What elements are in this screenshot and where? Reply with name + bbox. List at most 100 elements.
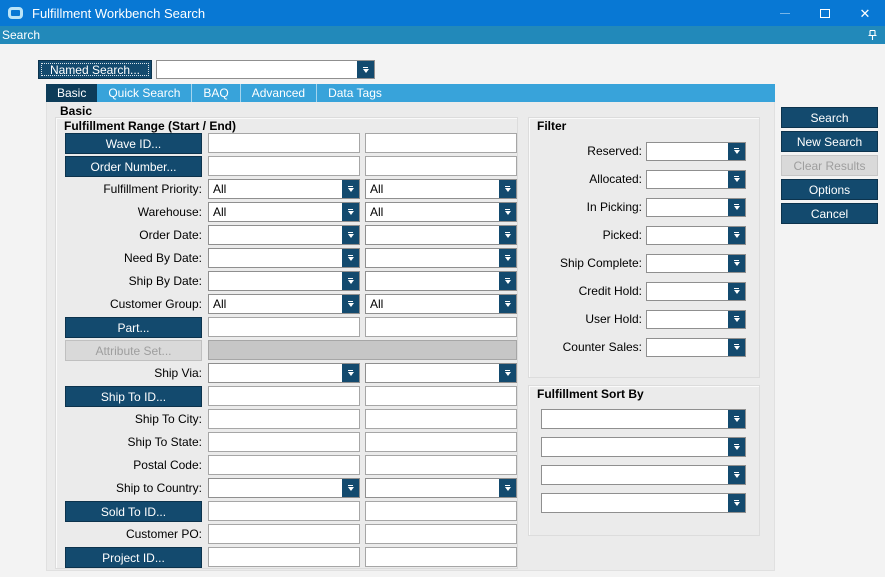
allocated-combo[interactable] [646, 169, 746, 189]
dropdown-arrow-icon[interactable] [728, 310, 745, 328]
ship-to-country-start-combo[interactable] [208, 478, 360, 498]
dropdown-arrow-icon[interactable] [728, 494, 745, 512]
dropdown-arrow-icon[interactable] [728, 466, 745, 484]
named-search-button[interactable]: Named Search... [38, 60, 152, 79]
wave-id-end-input[interactable] [365, 133, 517, 153]
part-end-input[interactable] [365, 317, 517, 337]
attribute-set-button[interactable]: Attribute Set... [65, 340, 202, 361]
dropdown-arrow-icon[interactable] [728, 254, 745, 272]
order-number-start-input[interactable] [208, 156, 360, 176]
project-id-button[interactable]: Project ID... [65, 547, 202, 568]
order-date-start-combo[interactable] [208, 225, 360, 245]
ship-to-country-end-combo[interactable] [365, 478, 517, 498]
search-button[interactable]: Search [781, 107, 878, 128]
reserved-combo[interactable] [646, 141, 746, 161]
in-picking-combo[interactable] [646, 197, 746, 217]
fulfillment-priority-end-combo[interactable]: All [365, 179, 517, 199]
dropdown-arrow-icon[interactable] [728, 170, 745, 188]
dropdown-arrow-icon[interactable] [342, 479, 359, 497]
postal-code-end-input[interactable] [365, 455, 517, 475]
dropdown-arrow-icon[interactable] [357, 61, 374, 78]
named-search-combo[interactable] [156, 60, 375, 79]
dropdown-arrow-icon[interactable] [499, 226, 516, 244]
dropdown-arrow-icon[interactable] [342, 295, 359, 313]
new-search-button[interactable]: New Search [781, 131, 878, 152]
need-by-date-end-combo[interactable] [365, 248, 517, 268]
tab-advanced[interactable]: Advanced [241, 84, 318, 102]
dropdown-arrow-icon[interactable] [342, 364, 359, 382]
ship-to-id-end-input[interactable] [365, 386, 517, 406]
dropdown-arrow-icon[interactable] [728, 438, 745, 456]
customer-group-end-combo[interactable]: All [365, 294, 517, 314]
dropdown-arrow-icon[interactable] [342, 272, 359, 290]
warehouse-end-combo[interactable]: All [365, 202, 517, 222]
ship-to-city-start-input[interactable] [208, 409, 360, 429]
minimize-button[interactable] [765, 0, 805, 26]
sort-by-combo-3[interactable] [541, 465, 746, 485]
wave-id-button[interactable]: Wave ID... [65, 133, 202, 154]
tab-baq[interactable]: BAQ [192, 84, 241, 102]
dropdown-arrow-icon[interactable] [728, 410, 745, 428]
tab-data-tags[interactable]: Data Tags [328, 86, 382, 100]
ship-to-state-end-input[interactable] [365, 432, 517, 452]
sort-by-combo-4[interactable] [541, 493, 746, 513]
order-number-end-input[interactable] [365, 156, 517, 176]
maximize-button[interactable] [805, 0, 845, 26]
dropdown-arrow-icon[interactable] [499, 295, 516, 313]
project-id-start-input[interactable] [208, 547, 360, 567]
ship-via-start-combo[interactable] [208, 363, 360, 383]
tab-quick-search[interactable]: Quick Search [97, 84, 193, 102]
postal-code-start-input[interactable] [208, 455, 360, 475]
ship-complete-combo[interactable] [646, 253, 746, 273]
ship-by-date-end-combo[interactable] [365, 271, 517, 291]
ship-to-id-button[interactable]: Ship To ID... [65, 386, 202, 407]
dropdown-arrow-icon[interactable] [342, 203, 359, 221]
ship-to-city-end-input[interactable] [365, 409, 517, 429]
project-id-end-input[interactable] [365, 547, 517, 567]
need-by-date-start-combo[interactable] [208, 248, 360, 268]
dropdown-arrow-icon[interactable] [499, 364, 516, 382]
sold-to-id-end-input[interactable] [365, 501, 517, 521]
ship-via-end-combo[interactable] [365, 363, 517, 383]
ship-to-state-start-input[interactable] [208, 432, 360, 452]
part-start-input[interactable] [208, 317, 360, 337]
fulfillment-priority-start-combo[interactable]: All [208, 179, 360, 199]
dropdown-arrow-icon[interactable] [728, 282, 745, 300]
part-button[interactable]: Part... [65, 317, 202, 338]
customer-po-start-input[interactable] [208, 524, 360, 544]
sort-by-combo-1[interactable] [541, 409, 746, 429]
dropdown-arrow-icon[interactable] [342, 226, 359, 244]
sort-by-combo-2[interactable] [541, 437, 746, 457]
dropdown-arrow-icon[interactable] [499, 479, 516, 497]
sold-to-id-start-input[interactable] [208, 501, 360, 521]
warehouse-start-combo[interactable]: All [208, 202, 360, 222]
options-button[interactable]: Options [781, 179, 878, 200]
customer-po-end-input[interactable] [365, 524, 517, 544]
ship-to-id-start-input[interactable] [208, 386, 360, 406]
ship-by-date-start-combo[interactable] [208, 271, 360, 291]
dropdown-arrow-icon[interactable] [342, 180, 359, 198]
order-date-end-combo[interactable] [365, 225, 517, 245]
clear-results-button[interactable]: Clear Results [781, 155, 878, 176]
dropdown-arrow-icon[interactable] [499, 272, 516, 290]
dropdown-arrow-icon[interactable] [728, 198, 745, 216]
dropdown-arrow-icon[interactable] [499, 180, 516, 198]
credit-hold-combo[interactable] [646, 281, 746, 301]
wave-id-start-input[interactable] [208, 133, 360, 153]
picked-combo[interactable] [646, 225, 746, 245]
dropdown-arrow-icon[interactable] [499, 203, 516, 221]
dropdown-arrow-icon[interactable] [728, 142, 745, 160]
tab-basic[interactable]: Basic [46, 84, 98, 102]
dropdown-arrow-icon[interactable] [728, 338, 745, 356]
dropdown-arrow-icon[interactable] [728, 226, 745, 244]
cancel-button[interactable]: Cancel [781, 203, 878, 224]
menu-item-search[interactable]: Search [2, 28, 41, 42]
sold-to-id-button[interactable]: Sold To ID... [65, 501, 202, 522]
counter-sales-combo[interactable] [646, 337, 746, 357]
pin-button[interactable] [867, 29, 877, 41]
dropdown-arrow-icon[interactable] [342, 249, 359, 267]
order-number-button[interactable]: Order Number... [65, 156, 202, 177]
customer-group-start-combo[interactable]: All [208, 294, 360, 314]
close-button[interactable]: ✕ [845, 0, 885, 26]
user-hold-combo[interactable] [646, 309, 746, 329]
